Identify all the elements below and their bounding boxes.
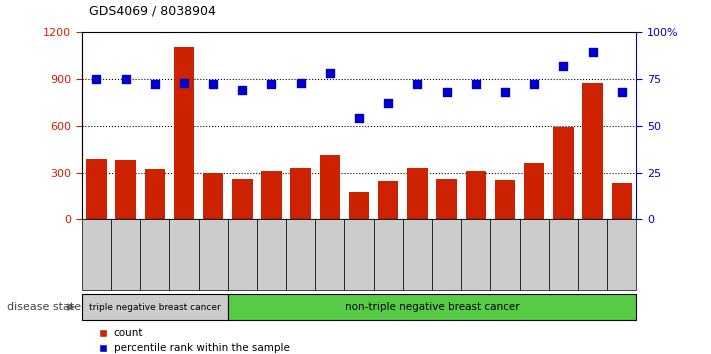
Bar xyxy=(553,127,574,219)
Bar xyxy=(378,181,398,219)
Bar xyxy=(115,160,136,219)
Bar xyxy=(86,159,107,219)
Point xyxy=(178,80,190,85)
Legend: count, percentile rank within the sample: count, percentile rank within the sample xyxy=(94,324,294,354)
Text: triple negative breast cancer: triple negative breast cancer xyxy=(89,303,220,312)
Bar xyxy=(524,163,545,219)
Bar xyxy=(349,192,369,219)
Point xyxy=(587,50,598,55)
Bar xyxy=(261,171,282,219)
Bar xyxy=(320,155,340,219)
Point xyxy=(324,70,336,76)
Point xyxy=(616,89,627,95)
Bar xyxy=(232,179,252,219)
Bar xyxy=(144,170,165,219)
Bar xyxy=(291,168,311,219)
Bar xyxy=(173,47,194,219)
Point xyxy=(295,80,306,85)
Bar xyxy=(582,84,603,219)
Point xyxy=(353,115,365,121)
Bar xyxy=(203,172,223,219)
Bar xyxy=(611,183,632,219)
Point xyxy=(412,81,423,87)
Point xyxy=(208,81,219,87)
Point xyxy=(557,63,569,68)
Point xyxy=(441,89,452,95)
Text: GDS4069 / 8038904: GDS4069 / 8038904 xyxy=(89,5,215,18)
Text: non-triple negative breast cancer: non-triple negative breast cancer xyxy=(345,302,519,312)
Bar xyxy=(437,179,457,219)
Point xyxy=(266,81,277,87)
Point xyxy=(91,76,102,81)
Point xyxy=(383,100,394,106)
Point xyxy=(237,87,248,93)
Point xyxy=(528,81,540,87)
Point xyxy=(499,89,510,95)
Bar xyxy=(407,168,427,219)
Bar xyxy=(495,181,515,219)
Point xyxy=(470,81,481,87)
Text: disease state: disease state xyxy=(7,302,81,312)
Bar xyxy=(466,171,486,219)
Point xyxy=(149,81,161,87)
Point xyxy=(120,76,132,81)
